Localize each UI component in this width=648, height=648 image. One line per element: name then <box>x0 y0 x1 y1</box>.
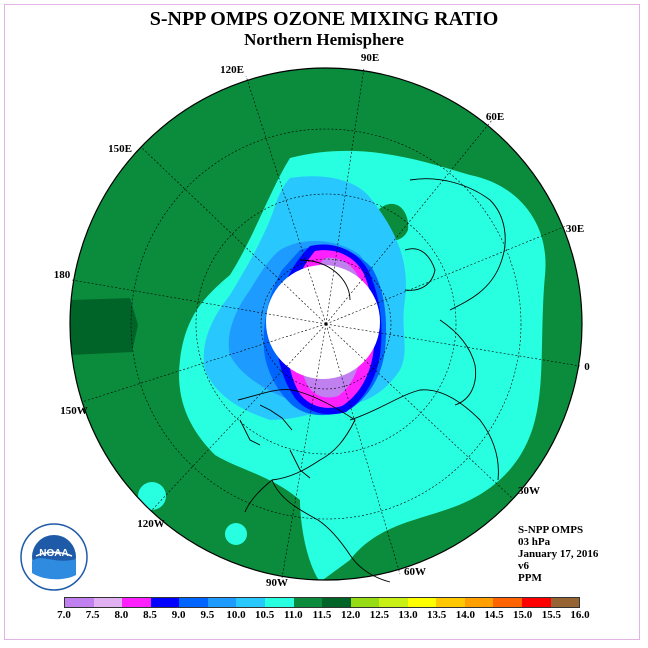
colorbar-swatch <box>122 598 151 607</box>
colorbar-swatch <box>293 598 323 607</box>
colorbar-swatch <box>236 598 265 607</box>
colorbar-swatch <box>550 598 580 607</box>
colorbar-swatch <box>379 598 408 607</box>
colorbar-swatch <box>322 598 351 607</box>
colorbar-swatch <box>407 598 437 607</box>
noaa-logo: NOAA <box>20 523 88 591</box>
colorbar-tick-label: 12.5 <box>369 609 389 621</box>
colorbar <box>64 597 580 608</box>
instrument-label: S-NPP OMPS <box>518 524 584 536</box>
colorbar-swatch <box>179 598 208 607</box>
colorbar-tick-label: 15.0 <box>513 609 533 621</box>
colorbar-tick-label: 13.5 <box>427 609 447 621</box>
map-border <box>69 67 583 581</box>
map-subtitle: Northern Hemisphere <box>244 30 404 49</box>
lon-label-30e: 30E <box>566 223 584 235</box>
colorbar-tick-label: 9.0 <box>171 609 186 621</box>
colorbar-tick-label: 12.0 <box>341 609 361 621</box>
lon-label-90e: 90E <box>361 52 379 64</box>
noaa-logo-text: NOAA <box>39 548 68 559</box>
colorbar-tick-label: 13.0 <box>398 609 418 621</box>
lon-label-60e: 60E <box>486 111 504 123</box>
colorbar-tick-label: 11.0 <box>284 609 303 621</box>
colorbar-swatch <box>436 598 465 607</box>
ozone-field <box>70 68 582 580</box>
colorbar-tick-label: 7.0 <box>57 609 71 621</box>
colorbar-swatch <box>493 598 522 607</box>
colorbar-swatch <box>150 598 180 607</box>
colorbar-tick-label: 15.5 <box>541 609 561 621</box>
lon-label-30w: 30W <box>518 485 540 497</box>
colorbar-tick-label: 8.0 <box>114 609 129 621</box>
colorbar-swatch <box>264 598 294 607</box>
colorbar-tick-label: 14.5 <box>484 609 504 621</box>
figure-frame <box>4 4 640 640</box>
lon-label-90w: 90W <box>266 577 288 589</box>
lon-label-60w: 60W <box>404 566 426 578</box>
lon-label-150w: 150W <box>60 405 88 417</box>
pressure-level-label: 03 hPa <box>518 536 551 548</box>
colorbar-tick-label: 14.0 <box>455 609 475 621</box>
colorbar-swatch <box>464 598 494 607</box>
colorbar-tick-label: 10.5 <box>255 609 275 621</box>
lon-label-180: 180 <box>54 269 71 281</box>
colorbar-tick-label: 10.0 <box>226 609 246 621</box>
version-label: v6 <box>518 560 529 572</box>
lon-label-150e: 150E <box>108 143 132 155</box>
colorbar-ticks: 7.0 7.5 8.0 8.5 9.0 9.5 10.0 10.5 11.0 11.5 12.0 12… <box>0 609 648 623</box>
colorbar-tick-label: 7.5 <box>85 609 100 621</box>
lon-label-0: 0 <box>584 361 590 373</box>
colorbar-tick-label: 11.5 <box>312 609 332 621</box>
coastlines <box>237 178 506 583</box>
colorbar-swatch <box>207 598 237 607</box>
lon-label-120e: 120E <box>220 64 244 76</box>
info-block: S-NPP OMPS 03 hPa January 17, 2016 v6 PP… <box>518 524 598 584</box>
colorbar-tick-label: 8.5 <box>143 609 157 621</box>
units-label: PPM <box>518 572 542 584</box>
colorbar-swatch <box>522 598 551 607</box>
colorbar-swatch <box>350 598 380 607</box>
colorbar-tick-label: 16.0 <box>570 609 590 621</box>
no-data-polar-region <box>266 265 380 379</box>
high-ozone-region <box>70 298 138 355</box>
colorbar-tick-label: 9.5 <box>200 609 215 621</box>
map-title: S-NPP OMPS OZONE MIXING RATIO <box>149 8 499 30</box>
date-label: January 17, 2016 <box>518 548 599 560</box>
colorbar-swatch <box>65 598 94 607</box>
graticule <box>71 67 581 579</box>
colorbar-swatch <box>93 598 123 607</box>
lon-label-120w: 120W <box>137 518 165 530</box>
